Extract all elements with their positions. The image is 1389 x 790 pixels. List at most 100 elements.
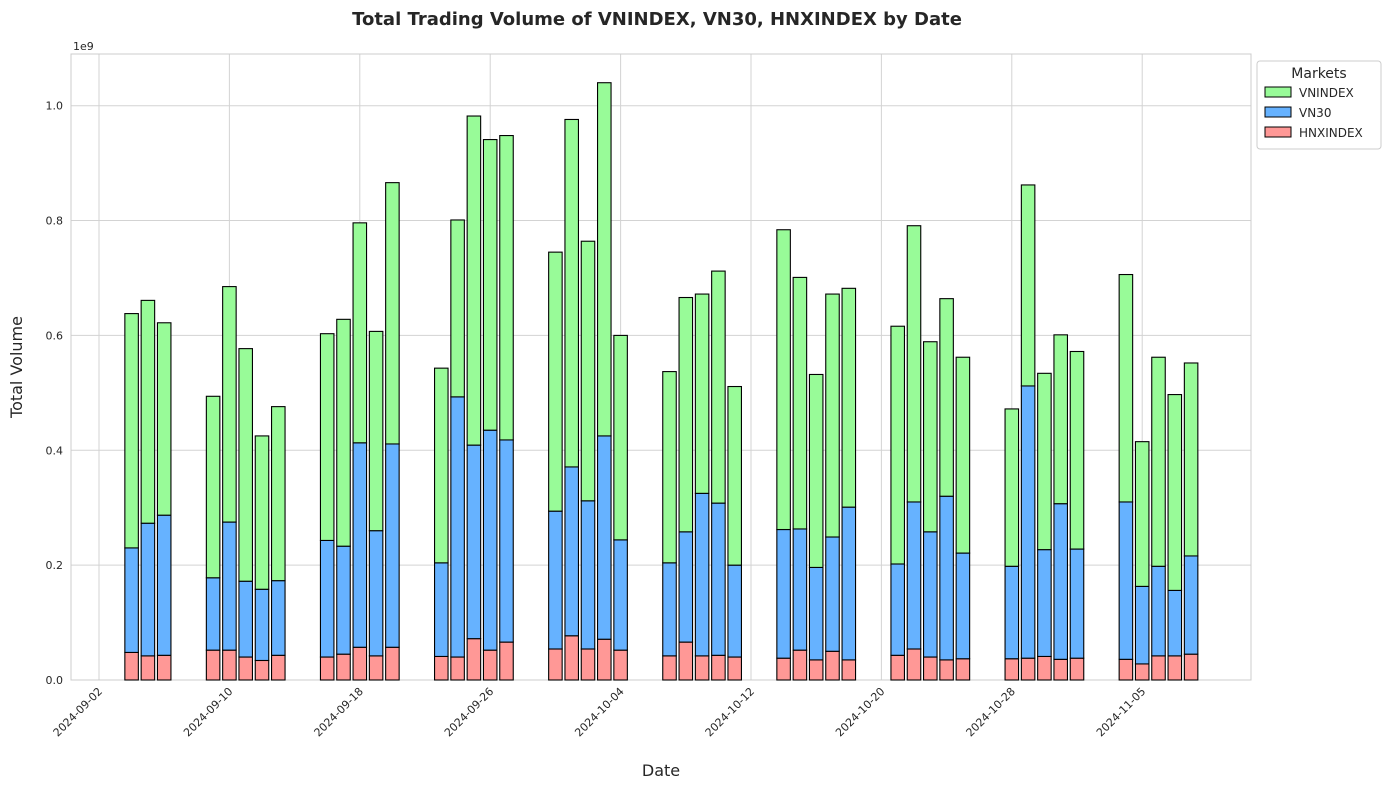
bar-vn30-2024-09-25 [466,444,482,640]
bar-vnindex-2024-11-08 [1183,362,1199,557]
bar-vn30-2024-09-10 [222,521,237,651]
bar-hnxindex-2024-09-10 [222,649,237,681]
bar-vnindex-2024-10-21 [890,325,906,565]
bar-vnindex-2024-11-01 [1069,350,1085,550]
bars [124,82,1199,681]
bar-hnxindex-2024-10-11 [727,656,743,681]
bar-vn30-2024-09-04 [124,547,139,653]
bar-hnxindex-2024-09-11 [238,656,253,681]
y-tick-label: 0.2 [46,559,64,572]
x-tick-label: 2024-09-26 [442,685,496,739]
bar-hnxindex-2024-11-04 [1118,658,1134,681]
y-ticks: 0.0 0.2 0.4 0.6 0.8 1.0 [46,100,64,687]
bar-vn30-2024-10-28 [1004,565,1020,660]
bar-vn30-2024-11-05 [1134,585,1150,665]
bar-vnindex-2024-10-15 [792,276,808,530]
bar-vnindex-2024-09-27 [499,135,514,441]
bar-vnindex-2024-10-09 [694,293,710,494]
bar-hnxindex-2024-10-01 [564,635,580,681]
legend-label-vnindex: VNINDEX [1299,86,1354,100]
bar-vnindex-2024-10-11 [727,385,743,566]
bar-hnxindex-2024-10-17 [825,650,840,681]
bar-vnindex-2024-11-06 [1151,356,1166,567]
bar-hnxindex-2024-10-04 [613,649,628,681]
bar-vnindex-2024-10-01 [564,118,580,468]
bar-hnxindex-2024-09-30 [548,648,563,681]
y-axis-label: Total Volume [7,316,26,419]
bar-hnxindex-2024-11-08 [1183,653,1199,681]
bar-vnindex-2024-10-16 [808,373,824,568]
x-axis-label: Date [642,761,680,780]
x-tick-label: 2024-10-28 [964,685,1018,739]
bar-vnindex-2024-09-17 [336,318,351,547]
bar-hnxindex-2024-09-26 [482,649,498,681]
bar-vnindex-2024-09-26 [482,139,498,431]
bar-hnxindex-2024-10-14 [776,657,791,681]
legend: Markets VNINDEX VN30 HNXINDEX [1256,60,1382,150]
legend-swatch-hnxindex [1264,126,1292,138]
bar-hnxindex-2024-09-09 [205,649,221,681]
bar-hnxindex-2024-10-18 [841,659,857,681]
bar-vn30-2024-10-10 [711,502,726,656]
bar-vn30-2024-09-17 [336,545,351,655]
bar-hnxindex-2024-09-25 [466,638,482,681]
bar-vnindex-2024-10-30 [1037,372,1052,551]
bar-hnxindex-2024-09-17 [336,653,351,681]
legend-title: Markets [1291,66,1346,82]
bar-vn30-2024-10-17 [825,536,840,652]
bar-vnindex-2024-10-10 [711,270,726,504]
bar-vn30-2024-10-23 [922,531,938,658]
bar-vn30-2024-10-14 [776,528,791,659]
bar-vnindex-2024-09-24 [450,219,465,398]
bar-hnxindex-2024-10-30 [1037,655,1052,681]
bar-vnindex-2024-09-16 [319,333,335,541]
bar-hnxindex-2024-09-18 [352,646,368,681]
y-tick-label: 1.0 [46,100,64,113]
x-tick-label: 2024-10-12 [703,685,757,739]
bar-vn30-2024-09-23 [433,562,449,658]
bar-hnxindex-2024-09-06 [156,654,172,681]
bar-hnxindex-2024-10-08 [678,641,694,681]
x-tick-label: 2024-10-20 [833,685,887,739]
bar-vnindex-2024-09-05 [140,299,156,524]
bar-vn30-2024-11-07 [1167,589,1183,657]
legend-swatch-vn30 [1264,106,1292,118]
bar-vn30-2024-11-01 [1069,548,1085,659]
bar-vnindex-2024-10-07 [662,371,677,564]
bar-hnxindex-2024-09-27 [499,641,514,681]
bar-hnxindex-2024-11-01 [1069,657,1085,681]
bar-vnindex-2024-11-05 [1134,441,1150,587]
bar-vn30-2024-11-08 [1183,555,1199,655]
x-tick-label: 2024-09-10 [181,685,235,739]
bar-vnindex-2024-09-10 [222,286,237,523]
bar-vn30-2024-10-09 [694,492,710,657]
bar-vnindex-2024-10-25 [955,356,971,554]
bar-vnindex-2024-10-29 [1020,184,1036,387]
legend-label-vn30: VN30 [1299,106,1331,120]
bar-vn30-2024-10-07 [662,562,677,657]
bar-vn30-2024-10-18 [841,506,857,661]
bar-hnxindex-2024-10-28 [1004,658,1020,681]
y-tick-label: 0.0 [46,674,64,687]
bar-hnxindex-2024-10-07 [662,655,677,681]
bar-hnxindex-2024-11-07 [1167,655,1183,681]
bar-vn30-2024-10-03 [596,435,612,640]
x-tick-label: 2024-09-18 [312,685,366,739]
bar-hnxindex-2024-09-20 [385,646,400,681]
x-tick-label: 2024-11-05 [1094,685,1148,739]
bar-vn30-2024-10-25 [955,552,971,660]
y-offset-label: 1e9 [73,40,94,53]
bar-vnindex-2024-09-04 [124,313,139,549]
bar-hnxindex-2024-09-04 [124,651,139,681]
bar-vn30-2024-09-20 [385,443,400,648]
bar-vn30-2024-10-11 [727,564,743,658]
bar-hnxindex-2024-10-16 [808,659,824,681]
bar-hnxindex-2024-09-05 [140,655,156,681]
bar-vn30-2024-10-02 [580,500,596,650]
x-tick-label: 2024-10-04 [572,685,626,739]
bar-vn30-2024-10-31 [1053,503,1068,660]
bar-hnxindex-2024-10-03 [596,638,612,681]
bar-vnindex-2024-10-31 [1053,334,1068,505]
bar-vn30-2024-10-16 [808,566,824,661]
bar-vnindex-2024-09-30 [548,251,563,512]
